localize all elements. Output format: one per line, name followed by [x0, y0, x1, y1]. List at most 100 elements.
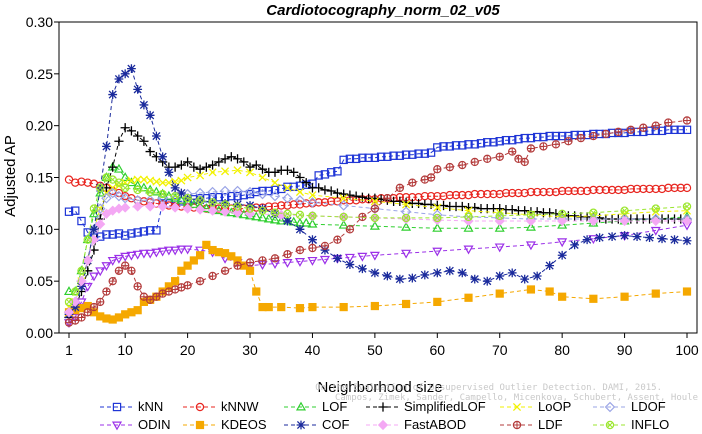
data-point-odin [401, 249, 412, 259]
data-point-knn [495, 137, 504, 146]
data-point-kdeos [227, 252, 236, 261]
data-point-cof [582, 235, 592, 245]
data-point-cof [482, 276, 492, 286]
data-point-inflo [620, 206, 629, 215]
data-point-knn [245, 189, 255, 199]
data-point-lof [113, 163, 124, 173]
legend-item-knnw: kNNW [183, 399, 259, 414]
data-point-odin [88, 272, 99, 282]
data-point-simplifiedlof [145, 146, 155, 157]
legend-item-odin: ODIN [100, 417, 171, 432]
data-point-knn [320, 170, 330, 179]
data-point-lof [120, 172, 131, 181]
series-odin [63, 221, 693, 329]
data-point-odin [101, 262, 112, 272]
data-point-kdeos [339, 302, 348, 312]
data-point-kdeos [295, 304, 305, 313]
data-point-inflo [283, 209, 292, 218]
data-point-knnw [77, 177, 86, 186]
data-point-knn [64, 207, 74, 216]
data-point-ldf [576, 133, 586, 143]
data-point-knn [607, 128, 617, 138]
data-point-knnw [676, 183, 685, 193]
data-point-inflo [195, 196, 205, 205]
data-point-knnw [495, 189, 504, 199]
data-point-kdeos [682, 287, 692, 296]
data-point-kdeos [526, 285, 536, 294]
data-point-kdeos [589, 294, 598, 303]
y-tick-label: 0.10 [26, 221, 53, 237]
data-point-odin [650, 226, 661, 236]
data-point-inflo [71, 287, 80, 296]
data-point-loop [221, 167, 230, 176]
legend-item-knn: kNN [100, 399, 163, 414]
data-point-ldf [508, 147, 517, 156]
data-point-inflo [295, 210, 305, 220]
data-point-ldf [601, 129, 611, 139]
data-point-odin [82, 282, 93, 292]
data-point-fastabod [82, 255, 93, 266]
data-point-kdeos [264, 302, 273, 312]
data-point-lof [525, 221, 536, 231]
data-point-lof [401, 221, 412, 231]
data-point-knnw [682, 183, 692, 193]
data-point-knnw [326, 197, 336, 206]
data-point-odin [357, 252, 368, 262]
data-point-kdeos [545, 287, 554, 296]
data-point-lof [338, 219, 349, 229]
data-point-simplifiedlof [214, 157, 224, 167]
data-point-cof [495, 271, 505, 281]
data-point-knn [439, 142, 448, 151]
data-point-knn [464, 140, 473, 149]
data-point-fastabod [619, 215, 630, 227]
data-point-knn [77, 216, 86, 226]
series-lof [63, 161, 693, 296]
data-point-simplifiedlof [289, 167, 299, 177]
data-point-simplifiedlof [251, 160, 261, 170]
data-point-inflo [158, 189, 167, 199]
data-point-simplifiedlof [120, 123, 130, 133]
data-point-lof [151, 186, 162, 196]
data-point-loop [402, 200, 411, 209]
data-point-inflo [133, 185, 142, 195]
data-point-cof [70, 302, 80, 312]
data-point-inflo [233, 202, 242, 211]
data-point-cof [120, 69, 130, 79]
data-point-knn [470, 140, 479, 149]
data-point-knnw [601, 185, 611, 195]
legend-label: LDF [538, 417, 563, 432]
data-point-knnw [489, 189, 498, 199]
legend-marker-cof [296, 420, 306, 430]
data-point-ldf [96, 297, 105, 307]
data-point-cof [532, 271, 542, 281]
data-point-knn [389, 151, 398, 160]
data-point-ldf [520, 157, 529, 167]
data-point-knnw [607, 185, 617, 195]
data-point-loop [258, 173, 267, 182]
data-point-cof [333, 253, 342, 263]
data-point-knnw [433, 191, 442, 201]
data-point-knn [383, 152, 392, 161]
data-point-cof [283, 216, 292, 226]
data-point-lof [188, 199, 199, 208]
data-point-loop [196, 171, 205, 180]
data-point-knn [557, 131, 567, 141]
data-point-knnw [582, 186, 592, 196]
x-tick-label: 30 [242, 342, 258, 358]
legend-marker-lof [295, 401, 307, 411]
data-point-cof [382, 271, 392, 281]
data-point-kdeos [133, 306, 142, 315]
data-point-knnw [532, 187, 542, 197]
data-point-knnw [576, 186, 586, 196]
data-point-simplifiedlof [257, 164, 268, 174]
data-point-fastabod [650, 215, 661, 227]
data-point-simplifiedlof [301, 178, 311, 188]
data-point-cof [151, 131, 161, 141]
data-point-cof [270, 209, 280, 219]
data-point-simplifiedlof [170, 162, 180, 172]
data-point-ldf [458, 160, 467, 170]
data-point-knnw [426, 191, 436, 201]
data-point-loop [133, 175, 142, 184]
data-point-lof [494, 222, 505, 232]
data-point-lof [276, 215, 287, 225]
